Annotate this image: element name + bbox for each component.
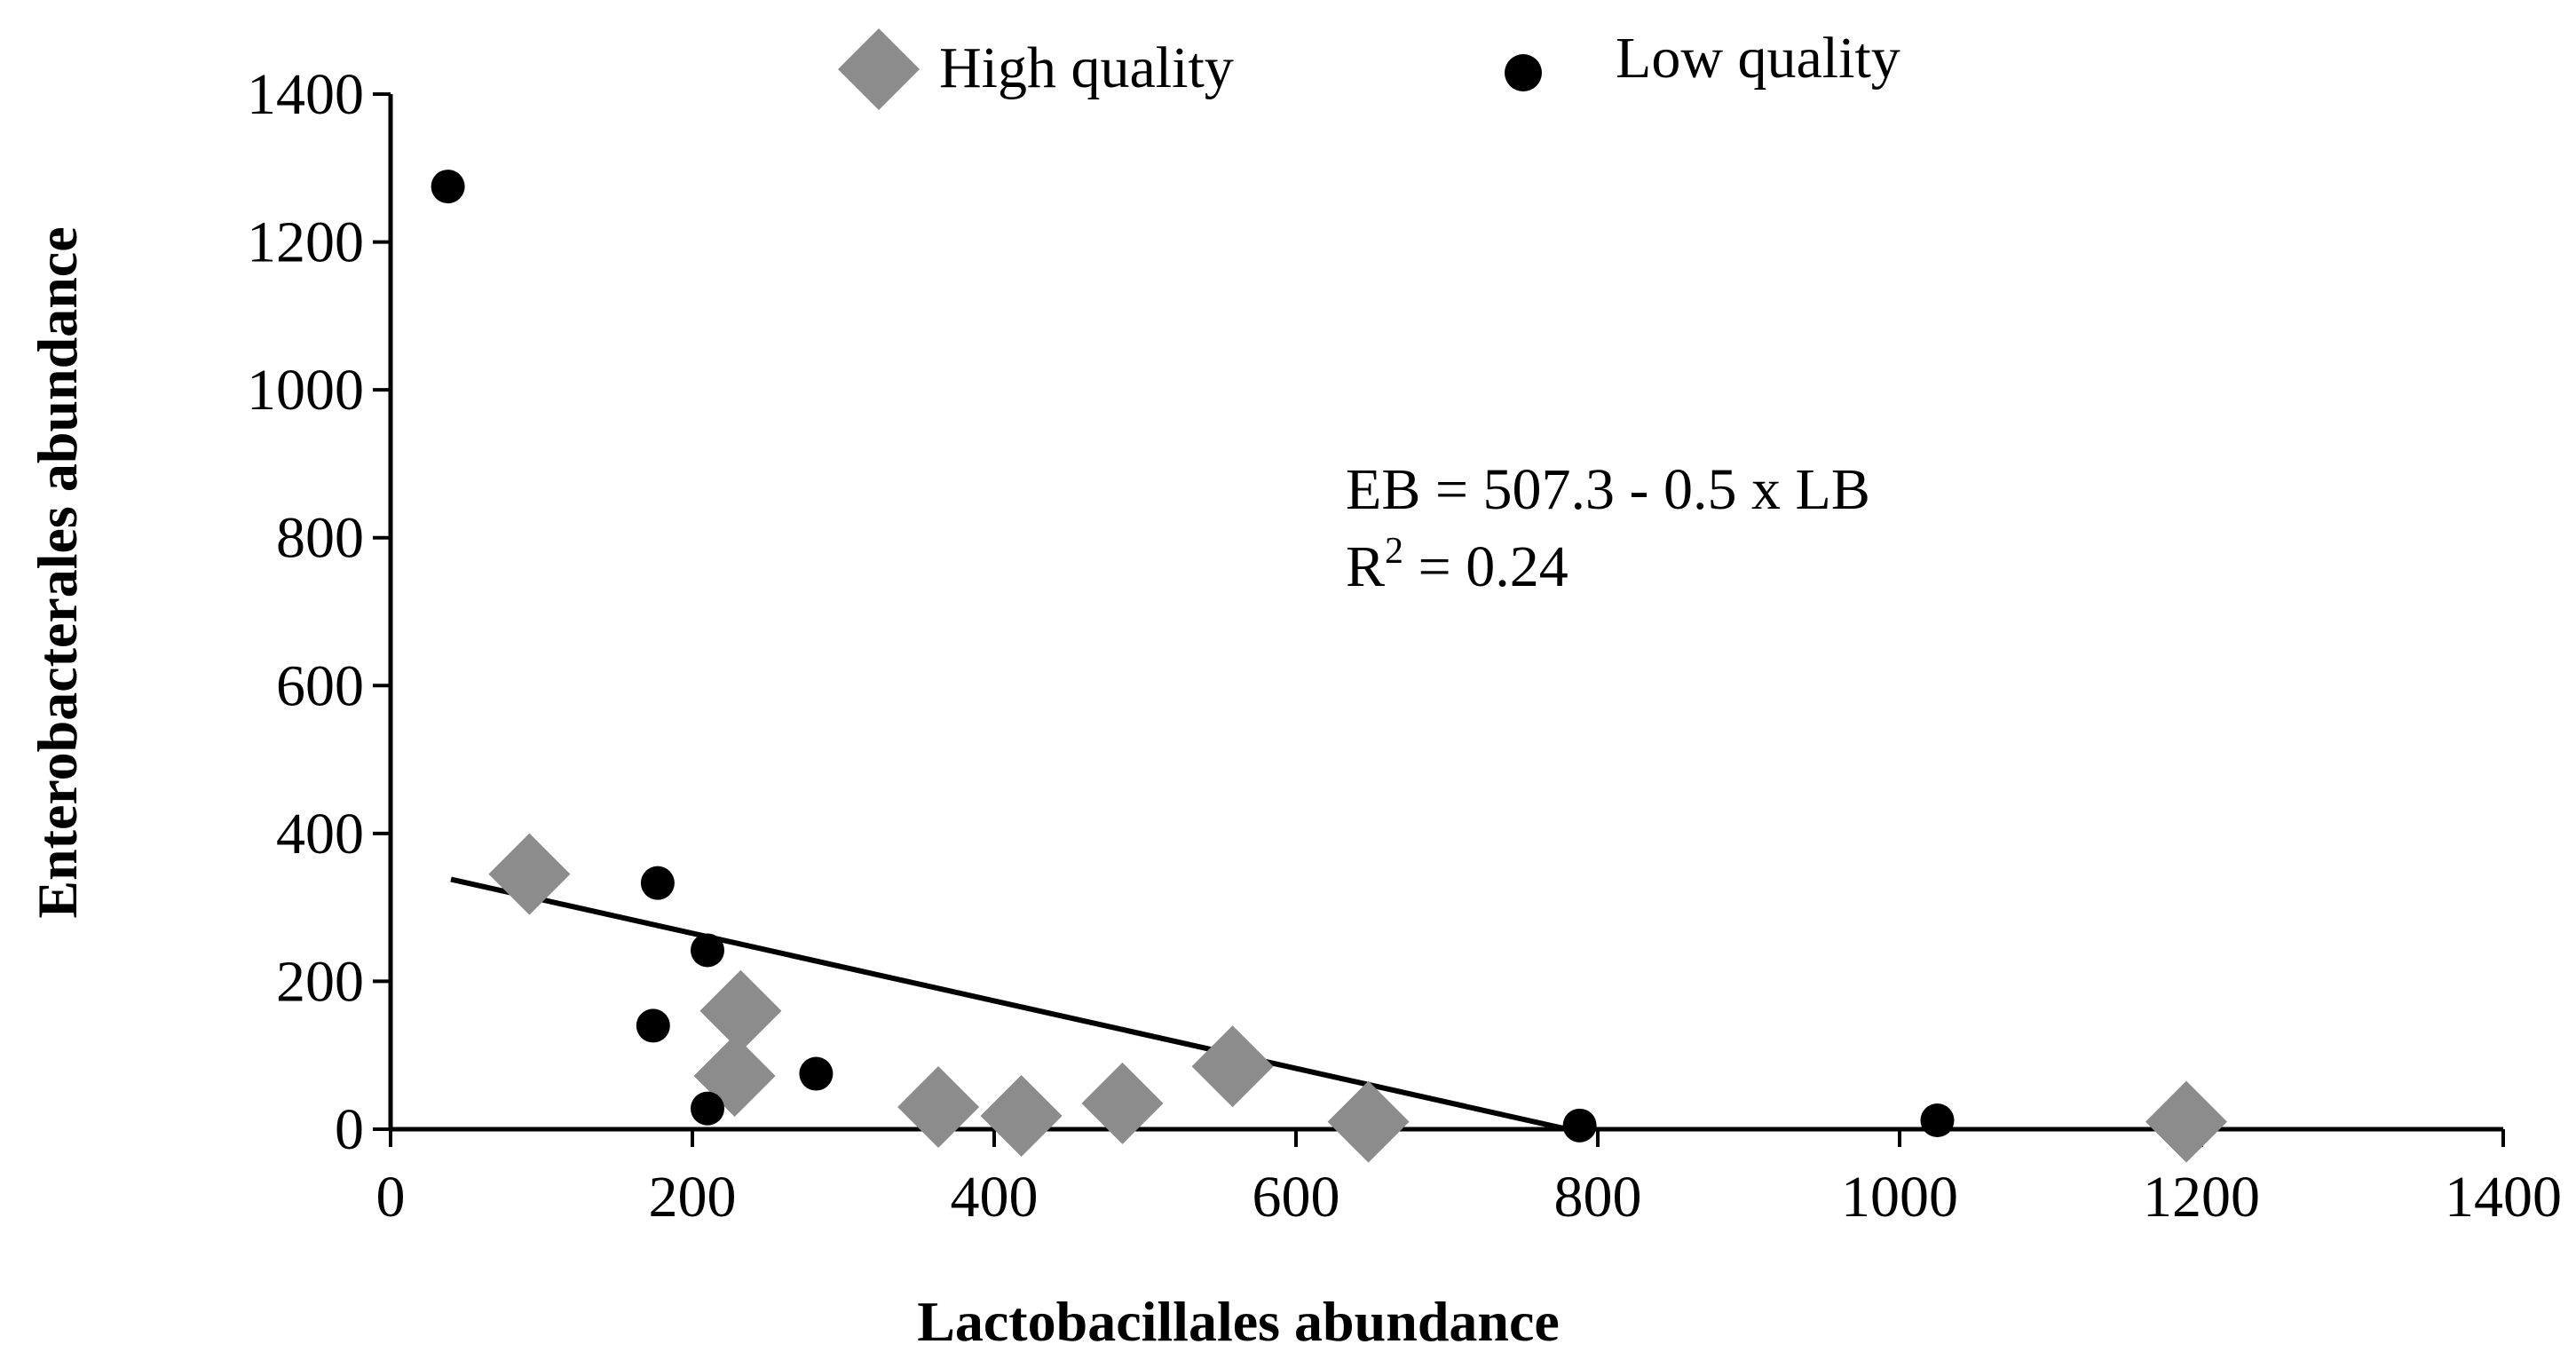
y-tick-label: 1200 xyxy=(247,210,364,275)
y-axis-title: Enterobacterales abundance xyxy=(26,226,89,918)
x-tick-label: 1400 xyxy=(2445,1165,2562,1230)
y-tick-label: 400 xyxy=(276,802,364,866)
low-quality-point xyxy=(1920,1103,1955,1138)
y-tick-label: 0 xyxy=(335,1097,364,1162)
data-points xyxy=(431,170,2227,1163)
low-quality-point xyxy=(636,1008,670,1043)
y-tick-label: 600 xyxy=(276,653,364,718)
low-quality-point xyxy=(691,933,724,968)
x-tick-label: 1000 xyxy=(1841,1165,1958,1230)
trendline-group xyxy=(450,876,1569,1132)
r-squared-label: R2 = 0.24 xyxy=(1346,531,1569,599)
low-quality-point xyxy=(640,866,675,900)
trendline xyxy=(450,876,1569,1132)
y-tick-label: 1400 xyxy=(247,62,364,127)
low-quality-point xyxy=(799,1056,834,1091)
x-tick-label: 800 xyxy=(1554,1165,1642,1230)
high-quality-point xyxy=(699,969,782,1052)
high-quality-point xyxy=(897,1066,980,1149)
axes xyxy=(388,94,2503,1132)
legend-label-low-quality: Low quality xyxy=(1616,26,1900,91)
x-tick-label: 200 xyxy=(649,1165,737,1230)
r-squared-value: = 0.24 xyxy=(1403,534,1569,599)
y-tick-label: 800 xyxy=(276,506,364,571)
x-axis-title: Lactobacillales abundance xyxy=(917,1290,1560,1353)
legend-label-high-quality: High quality xyxy=(939,36,1234,100)
high-quality-point xyxy=(488,833,571,915)
low-quality-point xyxy=(431,170,465,204)
legend: High quality Low quality xyxy=(838,26,1900,110)
r-squared-superscript: 2 xyxy=(1385,531,1403,572)
regression-equation: EB = 507.3 - 0.5 x LB xyxy=(1346,457,1870,522)
high-quality-point xyxy=(1081,1062,1164,1144)
y-tick-label: 1000 xyxy=(247,358,364,423)
y-tick-label: 200 xyxy=(276,949,364,1014)
x-tick-label: 1200 xyxy=(2143,1165,2260,1230)
high-quality-point xyxy=(2145,1080,2227,1163)
high-quality-point xyxy=(1191,1025,1274,1108)
ticks: 0 200 400 600 800 1000 1200 1400 0 200 400 600 800 10… xyxy=(247,62,2562,1230)
high-quality-point xyxy=(1327,1080,1410,1163)
legend-marker-high-quality xyxy=(838,28,920,110)
x-tick-label: 0 xyxy=(376,1165,406,1230)
legend-marker-low-quality xyxy=(1505,54,1542,91)
regression-annotation: EB = 507.3 - 0.5 x LB R2 = 0.24 xyxy=(1346,457,1870,599)
x-tick-label: 400 xyxy=(951,1165,1039,1230)
high-quality-point xyxy=(980,1075,1063,1158)
low-quality-point xyxy=(1562,1108,1597,1143)
r-squared-prefix: R xyxy=(1346,534,1385,599)
low-quality-point xyxy=(691,1091,724,1126)
x-tick-label: 600 xyxy=(1252,1165,1340,1230)
